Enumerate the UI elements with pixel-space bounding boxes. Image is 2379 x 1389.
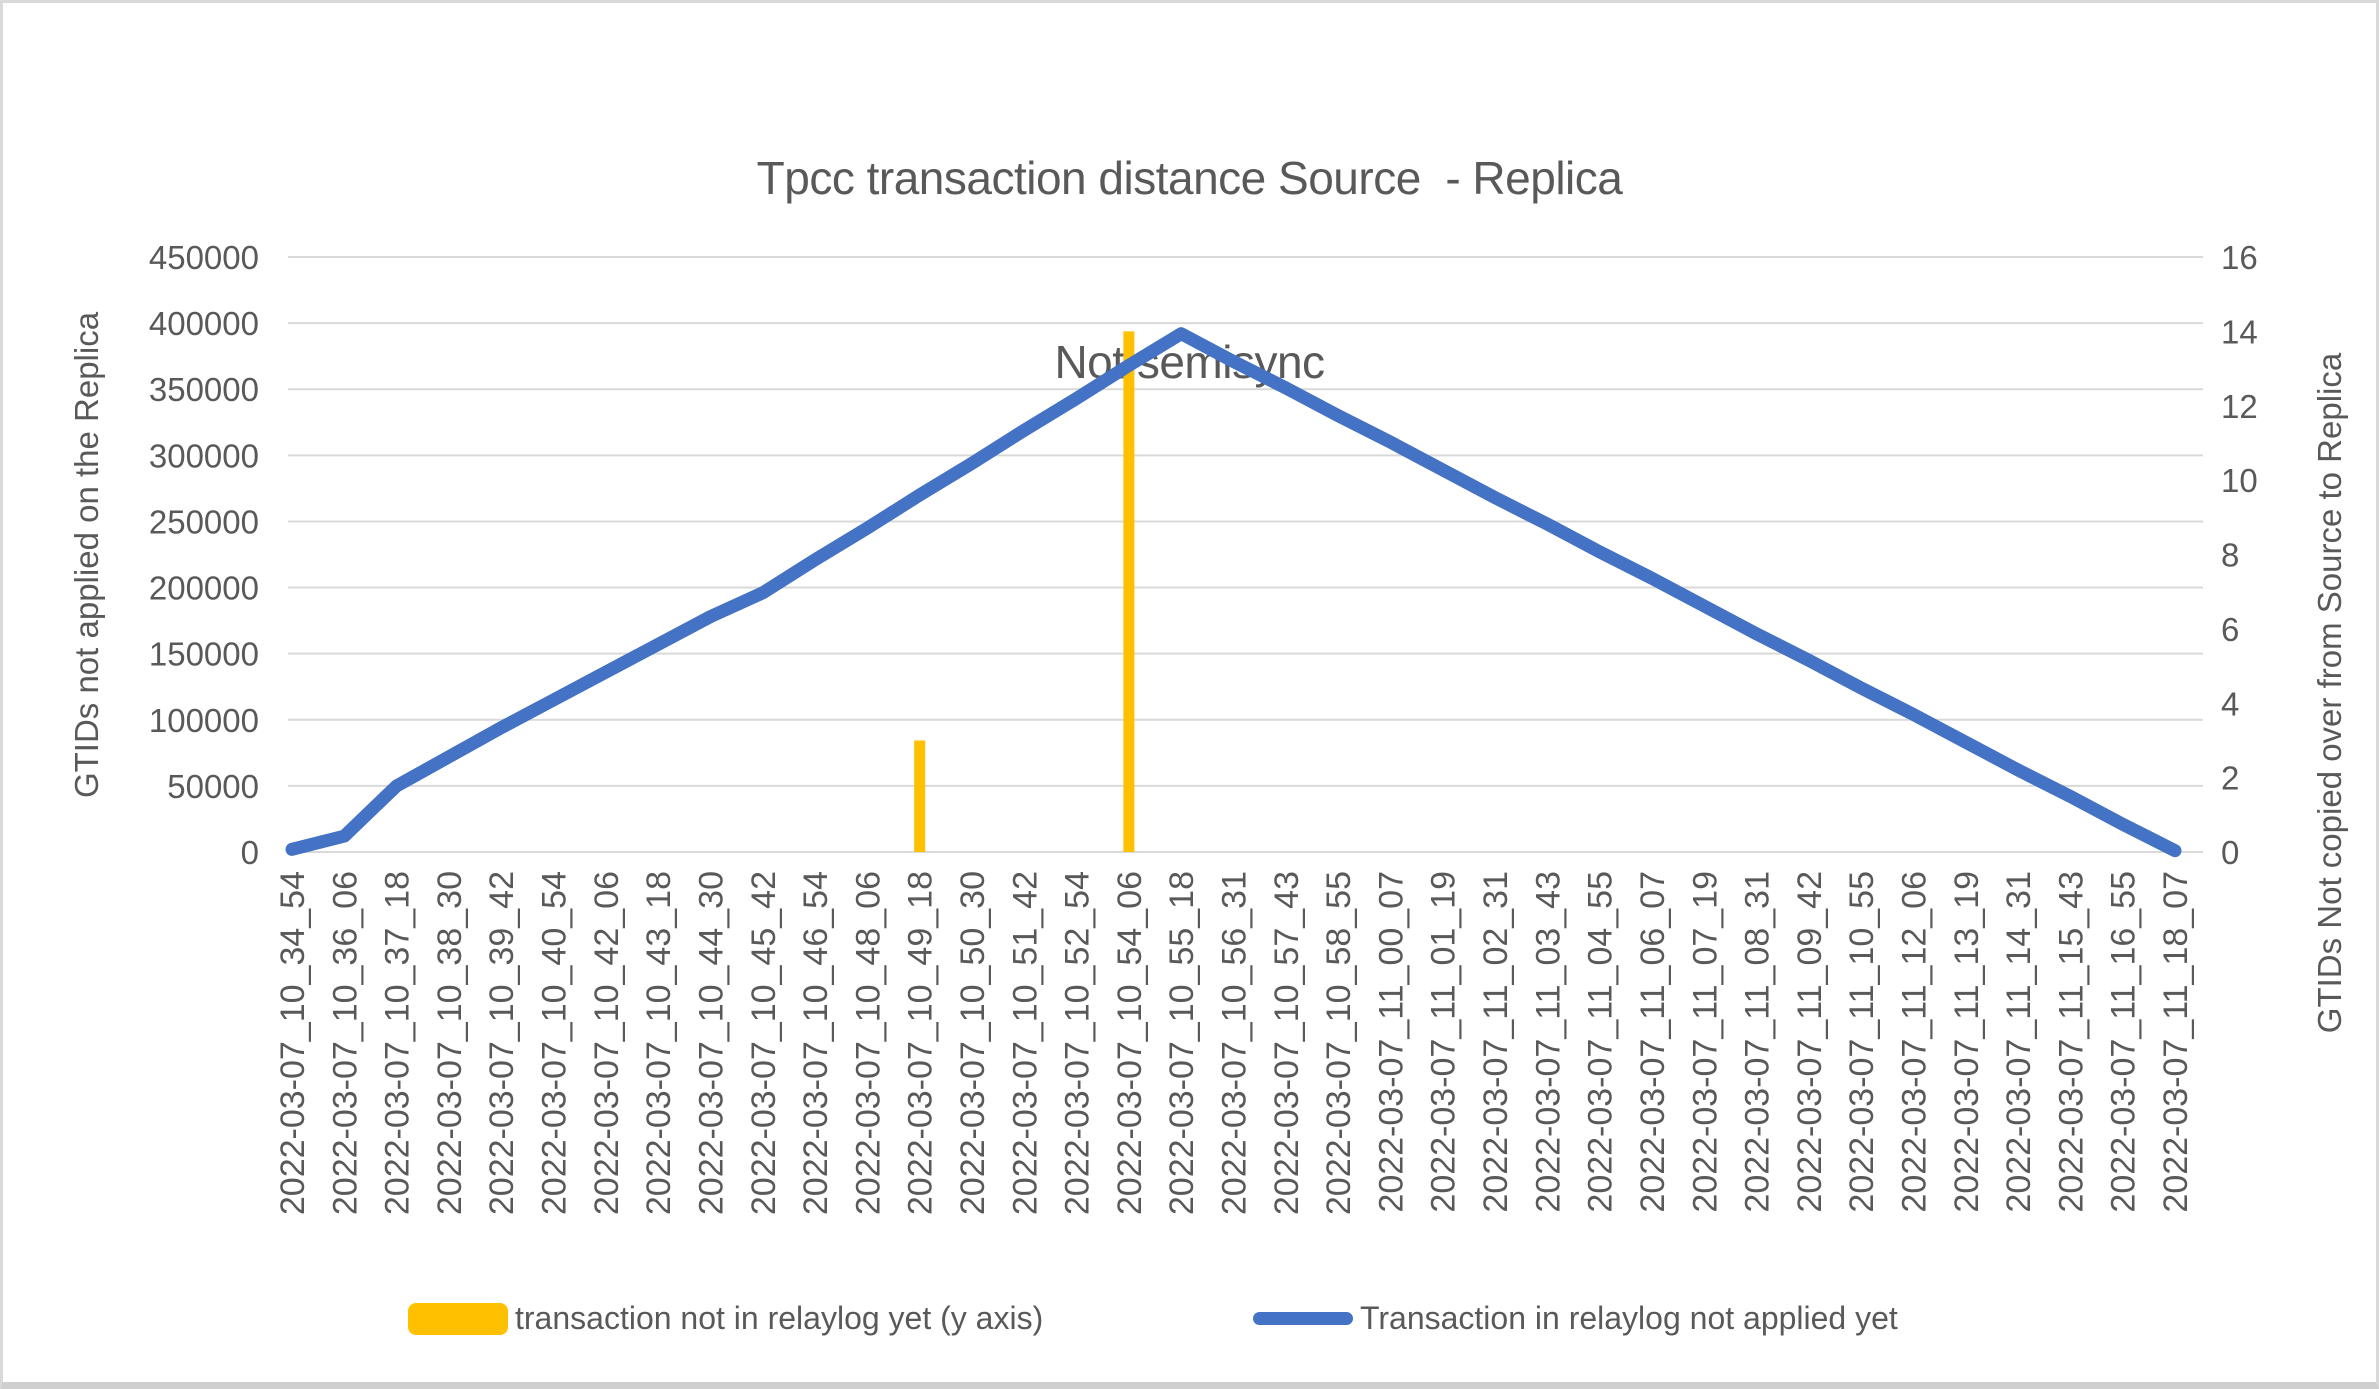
x-axis-tick-label: 2022-03-07_11_06_07: [1634, 871, 1672, 1213]
right-axis-tick-label: 14: [2221, 313, 2258, 350]
x-axis-tick-label: 2022-03-07_10_40_54: [536, 871, 574, 1215]
x-axis-tick-label: 2022-03-07_10_52_54: [1059, 871, 1097, 1215]
x-axis-tick-label: 2022-03-07_10_38_30: [431, 871, 469, 1215]
left-axis-tick-label: 300000: [149, 437, 259, 474]
left-axis-tick-label: 400000: [149, 305, 259, 342]
x-axis-tick-label: 2022-03-07_10_46_54: [797, 871, 835, 1215]
x-axis-tick-label: 2022-03-07_10_49_18: [902, 871, 940, 1215]
x-axis-tick-label: 2022-03-07_10_58_55: [1320, 871, 1358, 1215]
x-axis-tick-label: 2022-03-07_11_04_55: [1582, 871, 1620, 1213]
x-axis-tick-label: 2022-03-07_11_12_06: [1895, 871, 1933, 1213]
right-axis-tick-label: 12: [2221, 388, 2258, 425]
x-axis-tick-label: 2022-03-07_10_55_18: [1163, 871, 1201, 1215]
x-axis-tick-label: 2022-03-07_10_51_42: [1006, 871, 1044, 1215]
right-axis-tick-label: 4: [2221, 685, 2239, 722]
x-axis-tick-label: 2022-03-07_10_50_30: [954, 871, 992, 1215]
left-axis-title: GTIDs not applied on the Replica: [68, 311, 105, 798]
x-axis-tick-label: 2022-03-07_10_54_06: [1111, 871, 1149, 1215]
x-axis-tick-label: 2022-03-07_10_37_18: [379, 871, 417, 1215]
legend-bar-swatch-icon: [408, 1302, 508, 1335]
legend-line-swatch-icon: [1253, 1312, 1353, 1325]
x-axis-tick-label: 2022-03-07_11_00_07: [1372, 871, 1410, 1213]
bar-transaction-not-in-relaylog: [914, 740, 926, 852]
x-axis-tick-label: 2022-03-07_10_39_42: [483, 871, 521, 1215]
chart-title-line1: Tpcc transaction distance Source - Repli…: [756, 152, 1623, 204]
x-axis-tick-label: 2022-03-07_11_10_55: [1843, 871, 1881, 1213]
line-transaction-in-relaylog-not-applied: [285, 327, 2182, 858]
right-axis-tick-label: 8: [2221, 537, 2239, 574]
x-axis-tick-label: 2022-03-07_10_48_06: [849, 871, 887, 1215]
right-axis-tick-label: 16: [2221, 239, 2258, 276]
x-axis-tick-label: 2022-03-07_10_44_30: [692, 871, 730, 1215]
left-axis-tick-label: 250000: [149, 503, 259, 540]
x-axis-tick-label: 2022-03-07_11_16_55: [2105, 871, 2143, 1213]
left-axis-tick-label: 450000: [149, 239, 259, 276]
x-axis-tick-label: 2022-03-07_11_07_19: [1686, 871, 1724, 1213]
right-axis-tick-label: 6: [2221, 611, 2239, 648]
x-axis-tick-label: 2022-03-07_11_03_43: [1529, 871, 1567, 1213]
left-axis-tick-label: 0: [241, 834, 259, 871]
x-axis-tick-label: 2022-03-07_11_14_31: [2000, 871, 2038, 1213]
x-axis-tick-label: 2022-03-07_10_36_06: [326, 871, 364, 1215]
left-axis-tick-label: 350000: [149, 371, 259, 408]
x-axis-tick-label: 2022-03-07_11_13_19: [1948, 871, 1986, 1213]
x-axis-tick-label: 2022-03-07_10_34_54: [274, 871, 312, 1215]
chart-title: Tpcc transaction distance Source - Repli…: [3, 43, 2376, 497]
x-axis-tick-label: 2022-03-07_11_18_07: [2157, 871, 2195, 1213]
left-axis-tick-label: 100000: [149, 702, 259, 739]
right-axis-tick-label: 10: [2221, 462, 2258, 499]
x-axis-tick-label: 2022-03-07_11_02_31: [1477, 871, 1515, 1213]
legend-item-line: Transaction in relaylog not applied yet: [1253, 1300, 1898, 1337]
x-axis-tick-label: 2022-03-07_11_08_31: [1739, 871, 1777, 1213]
x-axis-tick-label: 2022-03-07_10_57_43: [1268, 871, 1306, 1215]
x-axis-tick-label: 2022-03-07_11_01_19: [1425, 871, 1463, 1213]
left-axis-tick-label: 200000: [149, 570, 259, 607]
chart-legend: transaction not in relaylog yet (y axis)…: [3, 1300, 2376, 1346]
left-axis-tick-label: 150000: [149, 636, 259, 673]
right-axis-title: GTIDs Not copied over from Source to Rep…: [2311, 352, 2348, 1033]
chart-plot-area: 0 50000 100000 150000 200000 250000 300000 3500…: [68, 239, 2348, 1215]
legend-bar-label: transaction not in relaylog yet (y axis): [515, 1300, 1044, 1336]
legend-item-bars: transaction not in relaylog yet (y axis): [408, 1300, 1043, 1337]
x-axis-tick-label: 2022-03-07_11_09_42: [1791, 871, 1829, 1213]
x-axis-tick-label: 2022-03-07_10_56_31: [1216, 871, 1254, 1215]
x-axis-tick-label: 2022-03-07_10_45_42: [745, 871, 783, 1215]
x-axis-tick-label: 2022-03-07_11_15_43: [2052, 871, 2090, 1213]
left-axis-tick-label: 50000: [167, 768, 259, 805]
x-axis-tick-label: 2022-03-07_10_43_18: [640, 871, 678, 1215]
bar-transaction-not-in-relaylog: [1123, 331, 1135, 852]
x-axis-tick-label: 2022-03-07_10_42_06: [588, 871, 626, 1215]
right-axis-tick-label: 0: [2221, 834, 2239, 871]
legend-line-label: Transaction in relaylog not applied yet: [1360, 1300, 1898, 1336]
right-axis-tick-label: 2: [2221, 760, 2239, 797]
